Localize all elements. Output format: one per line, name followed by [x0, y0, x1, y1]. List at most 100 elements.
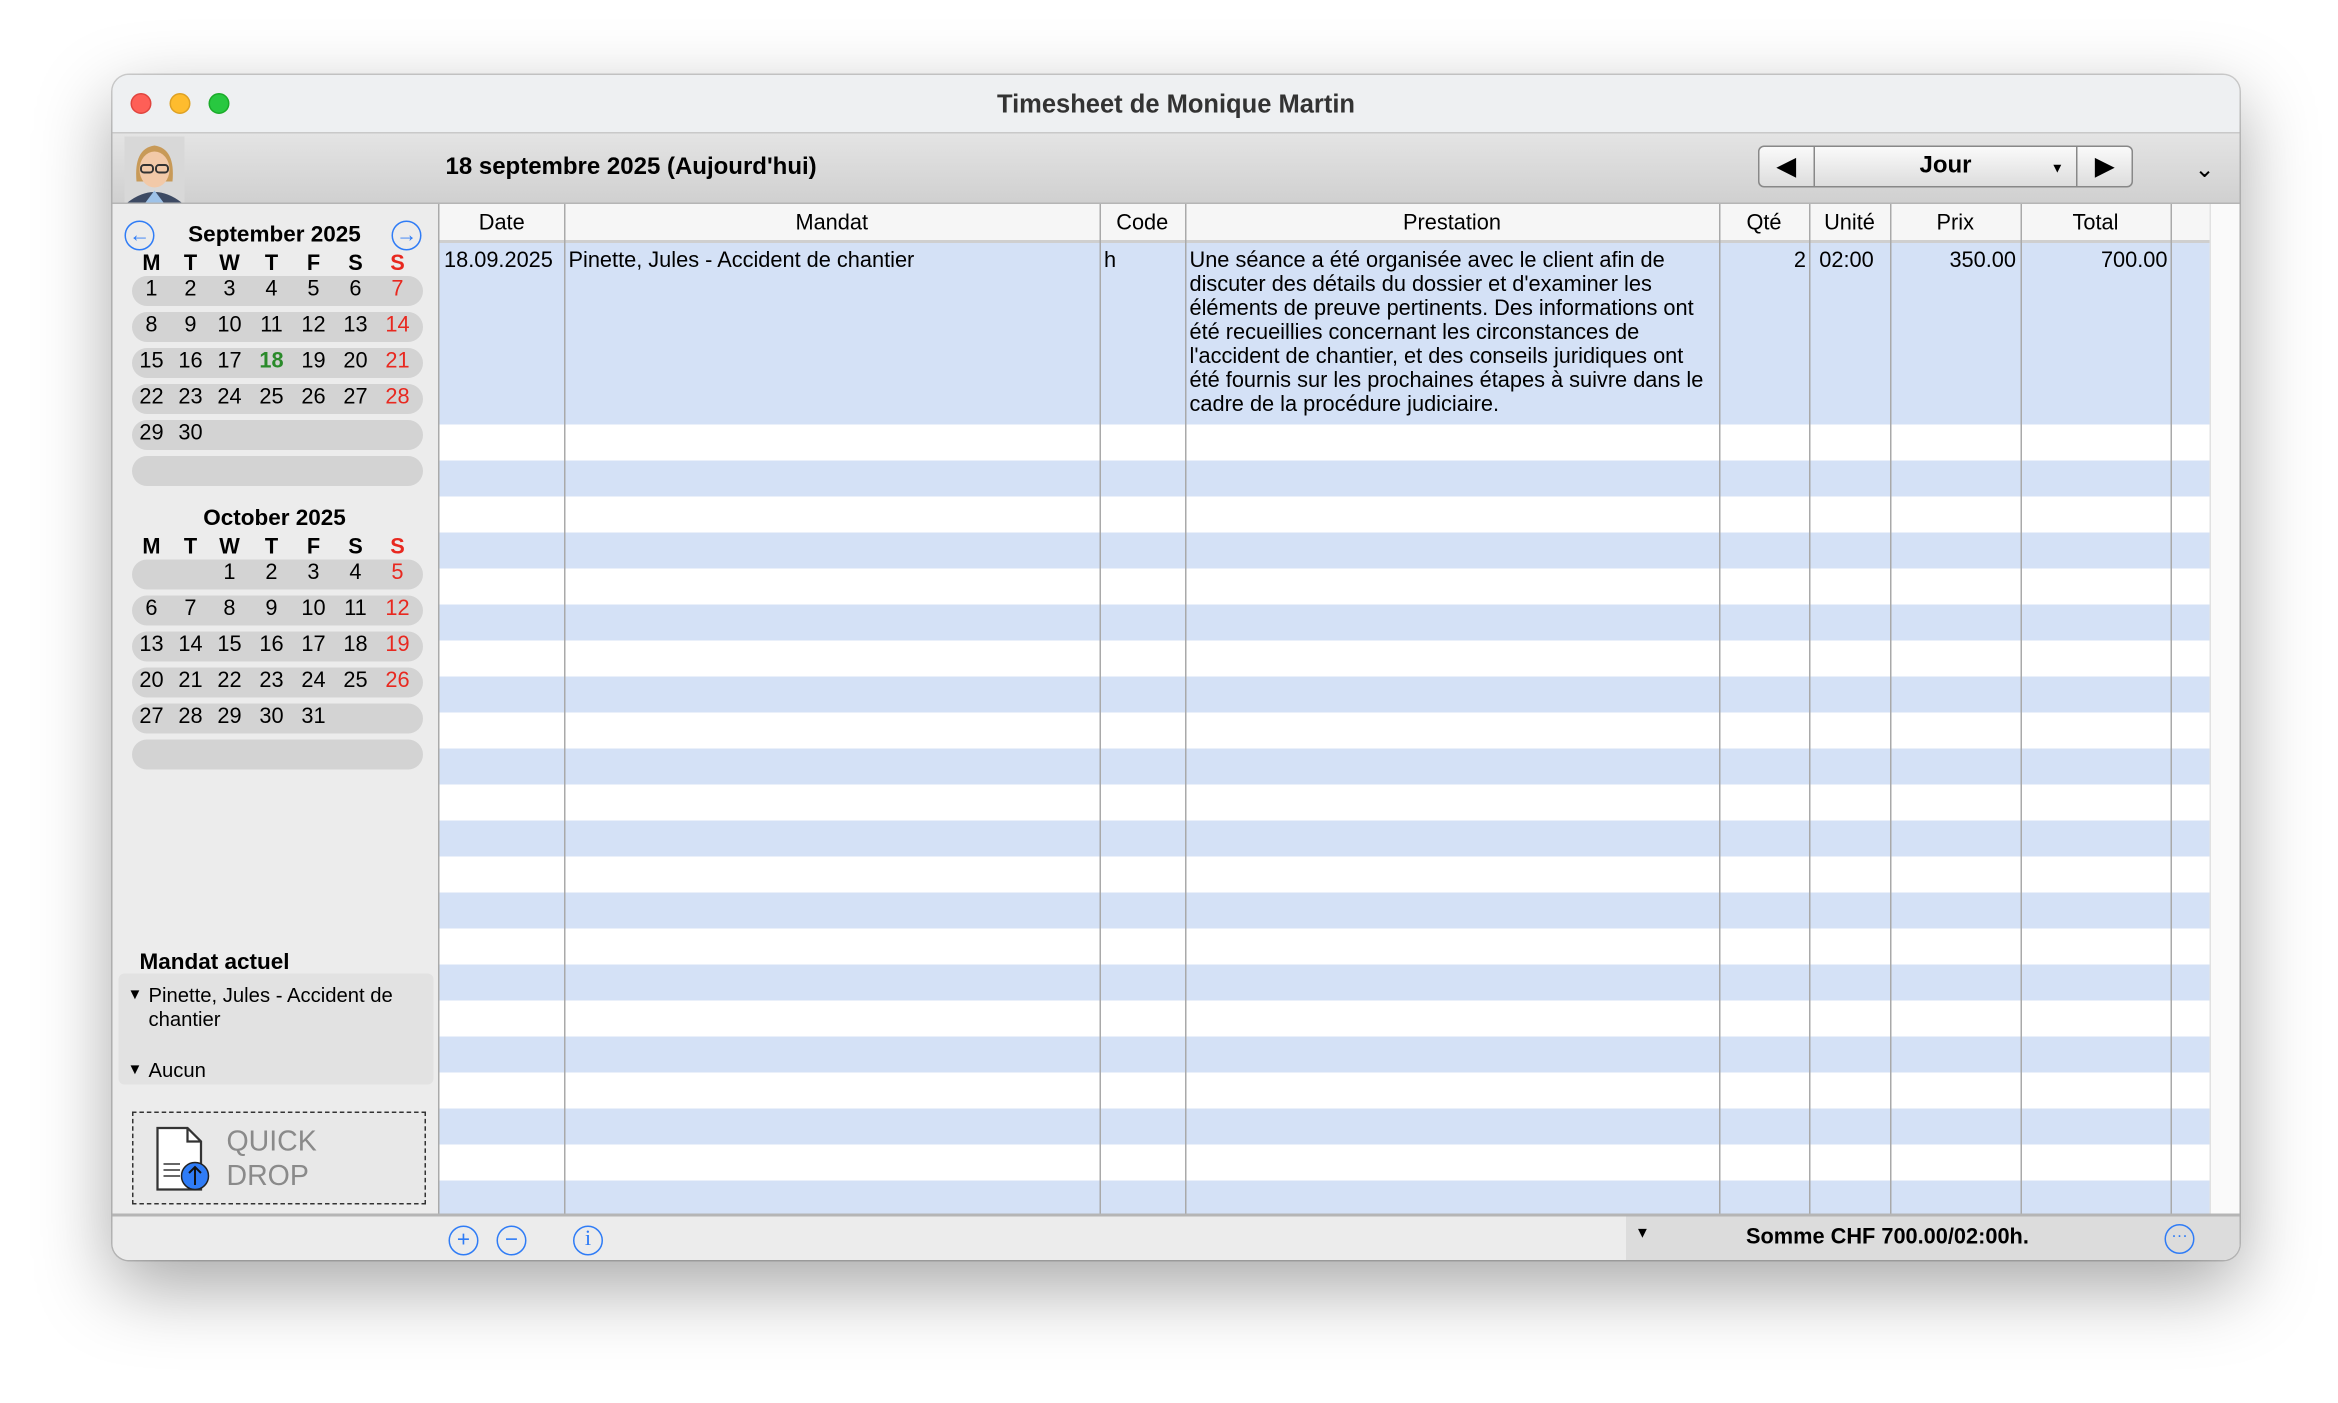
calendar-day[interactable]: 1	[145, 277, 158, 302]
calendar-day[interactable]: 15	[139, 349, 164, 374]
empty-row[interactable]	[439, 1108, 2210, 1145]
calendar-day[interactable]: 20	[343, 349, 368, 374]
calendar-day[interactable]: 6	[349, 277, 362, 302]
calendar-day[interactable]: 17	[217, 349, 242, 374]
calendar-day[interactable]: 20	[139, 669, 164, 693]
close-button[interactable]	[130, 93, 152, 114]
calendar-day[interactable]: 16	[178, 349, 203, 374]
calendar-day[interactable]: 19	[385, 633, 410, 657]
calendar-day[interactable]: 24	[217, 385, 242, 410]
calendar-day[interactable]: 23	[259, 669, 284, 693]
empty-row[interactable]	[439, 712, 2210, 749]
empty-row[interactable]	[439, 1180, 2210, 1214]
empty-row[interactable]	[439, 856, 2210, 893]
previous-month-button[interactable]: ←	[124, 220, 155, 251]
quick-drop-zone[interactable]: QUICK DROP	[132, 1111, 426, 1205]
calendar-day[interactable]: 30	[178, 421, 203, 446]
calendar-day[interactable]: 25	[259, 385, 284, 410]
empty-row[interactable]	[439, 748, 2210, 785]
next-month-button[interactable]: →	[391, 220, 422, 251]
calendar-day[interactable]: 14	[385, 313, 410, 338]
empty-row[interactable]	[439, 964, 2210, 1001]
calendar-day[interactable]: 9	[184, 313, 197, 338]
add-entry-button[interactable]: +	[448, 1225, 479, 1256]
table-row[interactable]: 18.09.2025 Pinette, Jules - Accident de …	[440, 243, 2210, 425]
empty-row[interactable]	[439, 460, 2210, 497]
calendar-day[interactable]: 10	[217, 313, 242, 338]
sum-dropdown-icon[interactable]: ▼	[1635, 1225, 1650, 1243]
calendar-day[interactable]: 14	[178, 633, 203, 657]
empty-row[interactable]	[439, 1036, 2210, 1073]
empty-row[interactable]	[439, 568, 2210, 605]
empty-row[interactable]	[439, 1144, 2210, 1181]
calendar-day[interactable]: 19	[301, 349, 326, 374]
empty-row[interactable]	[439, 1072, 2210, 1109]
calendar-day[interactable]: 28	[385, 385, 410, 410]
calendar-day[interactable]: 4	[265, 277, 278, 302]
previous-period-button[interactable]: ◀	[1760, 147, 1815, 186]
calendar-day[interactable]: 11	[344, 597, 367, 621]
calendar-day[interactable]: 21	[385, 349, 410, 374]
chevron-down-icon[interactable]: ⌄	[2194, 157, 2215, 184]
next-period-button[interactable]: ▶	[2076, 147, 2132, 186]
calendar-day[interactable]: 5	[391, 561, 404, 585]
calendar-day[interactable]: 27	[343, 385, 368, 410]
remove-entry-button[interactable]: −	[496, 1225, 527, 1256]
empty-row[interactable]	[439, 496, 2210, 533]
calendar-day[interactable]: 13	[139, 633, 164, 657]
calendar-day[interactable]: 17	[301, 633, 326, 657]
view-select[interactable]: Jour ▼	[1815, 147, 2076, 186]
calendar-day[interactable]: 22	[139, 385, 164, 410]
empty-row[interactable]	[439, 424, 2210, 461]
calendar-day[interactable]: 21	[178, 669, 203, 693]
calendar-day[interactable]: 7	[184, 597, 197, 621]
calendar-day[interactable]: 1	[223, 561, 236, 585]
calendar-day[interactable]: 11	[260, 313, 283, 338]
more-options-button[interactable]: ···	[2164, 1224, 2195, 1254]
calendar-day[interactable]: 8	[145, 313, 158, 338]
calendar-day[interactable]: 23	[178, 385, 203, 410]
calendar-day[interactable]: 24	[301, 669, 326, 693]
calendar-day[interactable]: 29	[139, 421, 164, 446]
calendar-day[interactable]: 3	[223, 277, 236, 302]
calendar-day[interactable]: 2	[265, 561, 278, 585]
column-header-4[interactable]: Qté	[1746, 211, 1782, 236]
calendar-day[interactable]: 5	[307, 277, 320, 302]
empty-row[interactable]	[439, 532, 2210, 569]
calendar-day[interactable]: 13	[343, 313, 368, 338]
calendar-day[interactable]: 12	[385, 597, 410, 621]
calendar-day[interactable]: 30	[259, 705, 284, 729]
avatar[interactable]	[124, 136, 185, 203]
column-header-2[interactable]: Code	[1116, 211, 1169, 236]
zoom-button[interactable]	[208, 93, 230, 114]
calendar-day[interactable]: 16	[259, 633, 284, 657]
calendar-day[interactable]: 8	[223, 597, 236, 621]
calendar-day[interactable]: 9	[265, 597, 278, 621]
minimize-button[interactable]	[169, 93, 191, 114]
calendar-day[interactable]: 6	[145, 597, 158, 621]
calendar-day[interactable]: 10	[301, 597, 326, 621]
column-header-7[interactable]: Total	[2072, 211, 2119, 236]
mandat-item[interactable]: ▼ Aucun	[128, 1059, 206, 1083]
column-header-0[interactable]: Date	[478, 211, 525, 236]
calendar-day[interactable]: 22	[217, 669, 242, 693]
column-header-1[interactable]: Mandat	[795, 211, 869, 236]
calendar-day[interactable]: 18	[343, 633, 368, 657]
calendar-day[interactable]: 25	[343, 669, 368, 693]
calendar-day[interactable]: 27	[139, 705, 164, 729]
empty-row[interactable]	[439, 820, 2210, 857]
calendar-day[interactable]: 28	[178, 705, 203, 729]
empty-row[interactable]	[439, 784, 2210, 821]
calendar-day[interactable]: 2	[184, 277, 197, 302]
empty-row[interactable]	[439, 640, 2210, 677]
calendar-day[interactable]: 4	[349, 561, 362, 585]
calendar-day[interactable]: 15	[217, 633, 242, 657]
mandat-item[interactable]: ▼ Pinette, Jules - Accident de chantier	[128, 984, 419, 1032]
empty-row[interactable]	[439, 892, 2210, 929]
empty-row[interactable]	[439, 604, 2210, 641]
column-header-3[interactable]: Prestation	[1403, 211, 1501, 236]
column-header-6[interactable]: Prix	[1936, 211, 1974, 236]
calendar-day[interactable]: 29	[217, 705, 242, 729]
info-button[interactable]: i	[573, 1225, 603, 1256]
empty-row[interactable]	[439, 676, 2210, 713]
